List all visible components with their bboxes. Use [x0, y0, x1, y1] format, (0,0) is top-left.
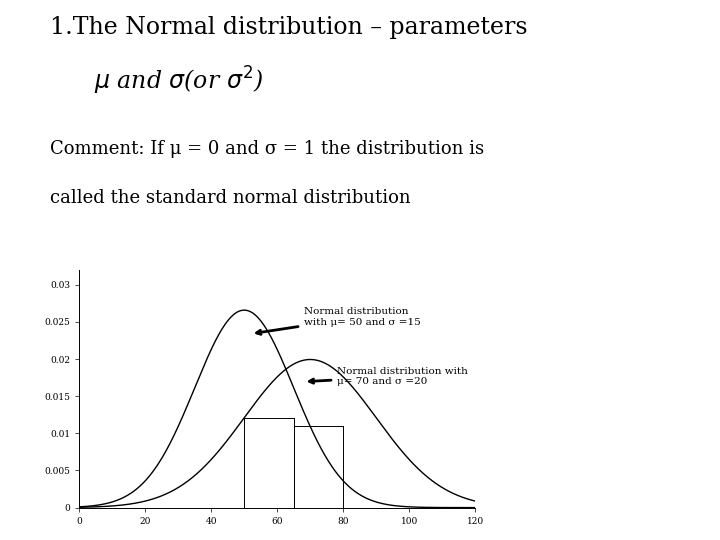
Text: Normal distribution with
μ= 70 and σ =20: Normal distribution with μ= 70 and σ =20 [310, 367, 467, 386]
Text: $\mu$ and $\sigma$(or $\sigma^2$): $\mu$ and $\sigma$(or $\sigma^2$) [94, 65, 263, 97]
Text: Comment: If μ = 0 and σ = 1 the distribution is: Comment: If μ = 0 and σ = 1 the distribu… [50, 140, 485, 158]
Text: 1.The Normal distribution – parameters: 1.The Normal distribution – parameters [50, 16, 528, 39]
Text: Normal distribution
with μ= 50 and σ =15: Normal distribution with μ= 50 and σ =15 [256, 307, 420, 334]
Text: called the standard normal distribution: called the standard normal distribution [50, 189, 411, 207]
